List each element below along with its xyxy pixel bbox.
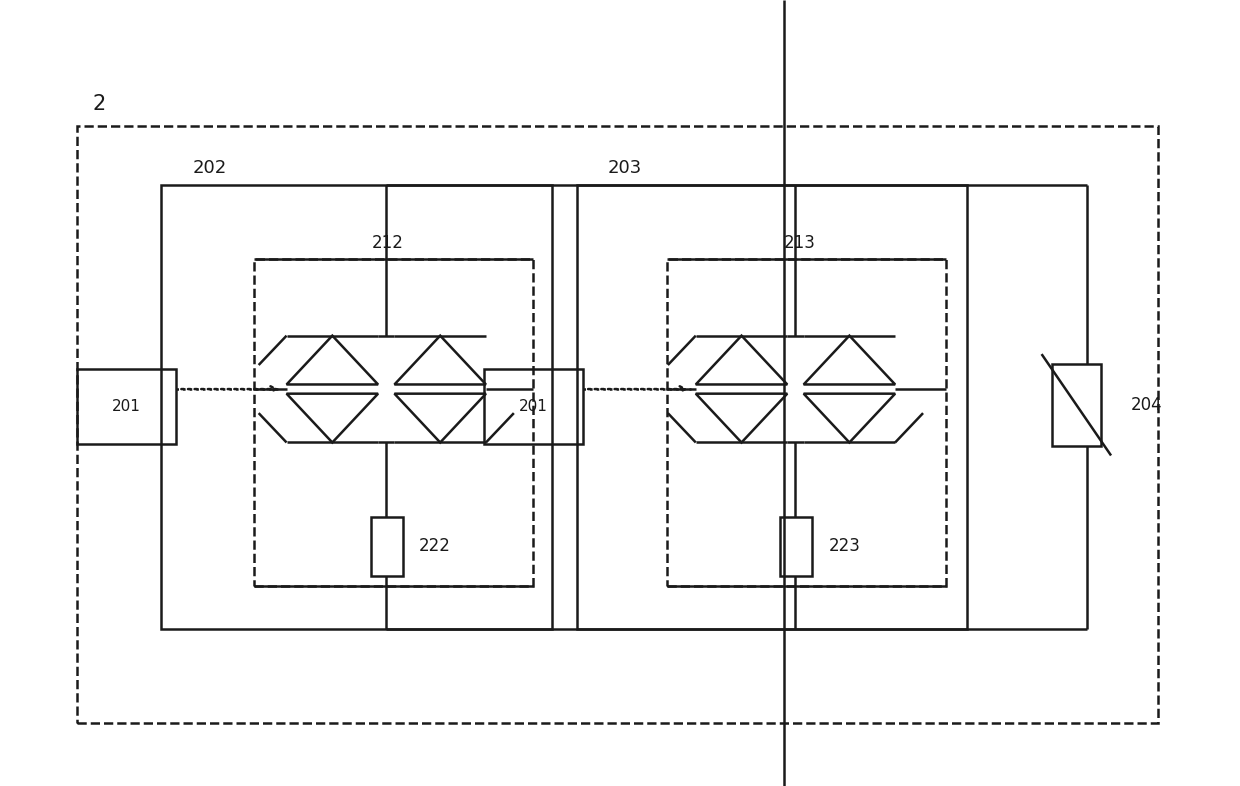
Text: 202: 202	[192, 159, 227, 177]
Text: 201: 201	[112, 399, 141, 414]
Text: 201: 201	[518, 399, 548, 414]
Text: 213: 213	[784, 233, 816, 252]
Text: 2: 2	[93, 94, 107, 114]
Text: 222: 222	[419, 538, 451, 555]
Text: 212: 212	[372, 233, 404, 252]
Text: 203: 203	[608, 159, 642, 177]
Text: 223: 223	[828, 538, 861, 555]
Text: 204: 204	[1131, 396, 1163, 413]
